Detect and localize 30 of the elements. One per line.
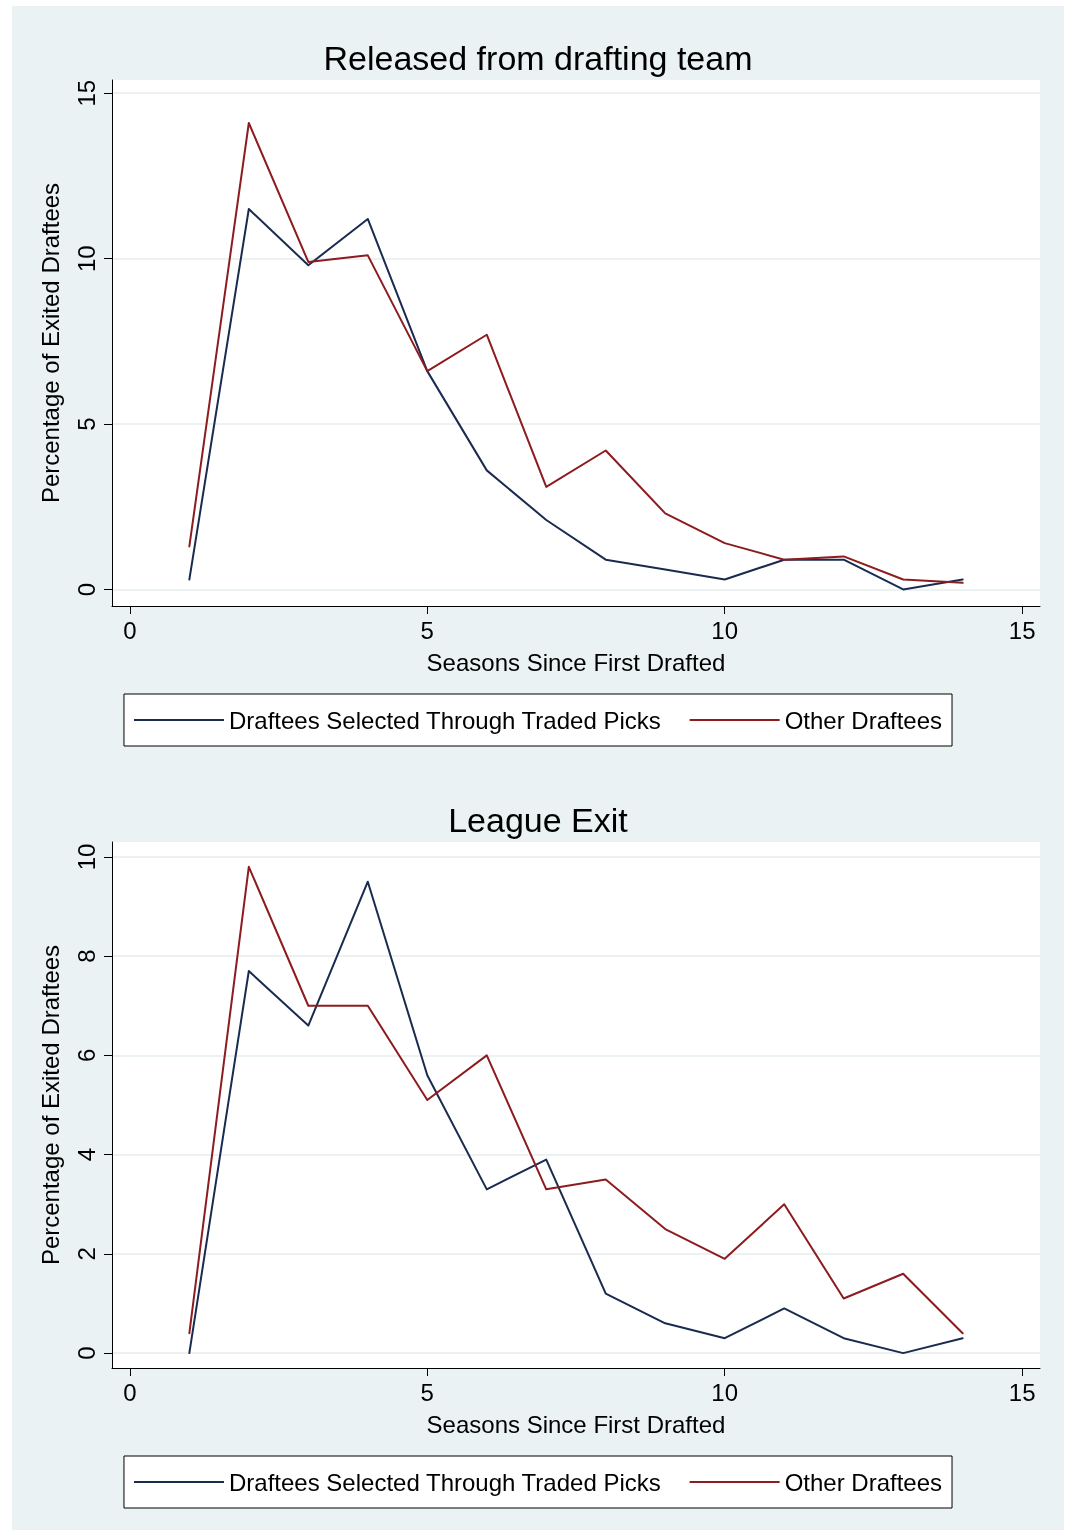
- x-tick-label: 5: [420, 616, 434, 644]
- y-tick-label: 0: [72, 1346, 100, 1360]
- y-tick-label: 4: [72, 1147, 100, 1162]
- x-tick-label: 0: [123, 616, 137, 644]
- y-axis-title: Percentage of Exited Draftees: [36, 182, 64, 504]
- x-tick-label: 0: [123, 1378, 137, 1406]
- line-series: [188, 208, 964, 591]
- y-tick-label: 10: [72, 245, 100, 272]
- y-tick-label: 10: [72, 843, 100, 871]
- line-series: [188, 122, 964, 584]
- x-axis-title: Seasons Since First Drafted: [426, 1410, 726, 1438]
- x-tick-label: 10: [711, 616, 739, 644]
- legend-label: Draftees Selected Through Traded Picks: [228, 1468, 661, 1496]
- chart-title: Released from drafting team: [323, 39, 753, 77]
- y-tick-label: 8: [72, 949, 100, 963]
- legend-label: Other Draftees: [784, 1468, 943, 1496]
- y-tick-label: 0: [72, 582, 100, 597]
- x-tick-label: 5: [420, 1378, 434, 1406]
- chart-title: League Exit: [448, 801, 629, 839]
- x-axis-title: Seasons Since First Drafted: [426, 648, 726, 676]
- y-tick-label: 2: [72, 1247, 100, 1261]
- x-tick-label: 10: [711, 1378, 739, 1406]
- y-tick-label: 15: [72, 79, 100, 107]
- y-axis-title: Percentage of Exited Draftees: [36, 944, 64, 1266]
- legend-label: Other Draftees: [784, 706, 943, 734]
- legend-label: Draftees Selected Through Traded Picks: [228, 706, 661, 734]
- x-tick-label: 15: [1008, 1378, 1036, 1406]
- y-tick-label: 6: [72, 1048, 100, 1063]
- x-tick-label: 15: [1008, 616, 1036, 644]
- y-tick-label: 5: [72, 417, 100, 431]
